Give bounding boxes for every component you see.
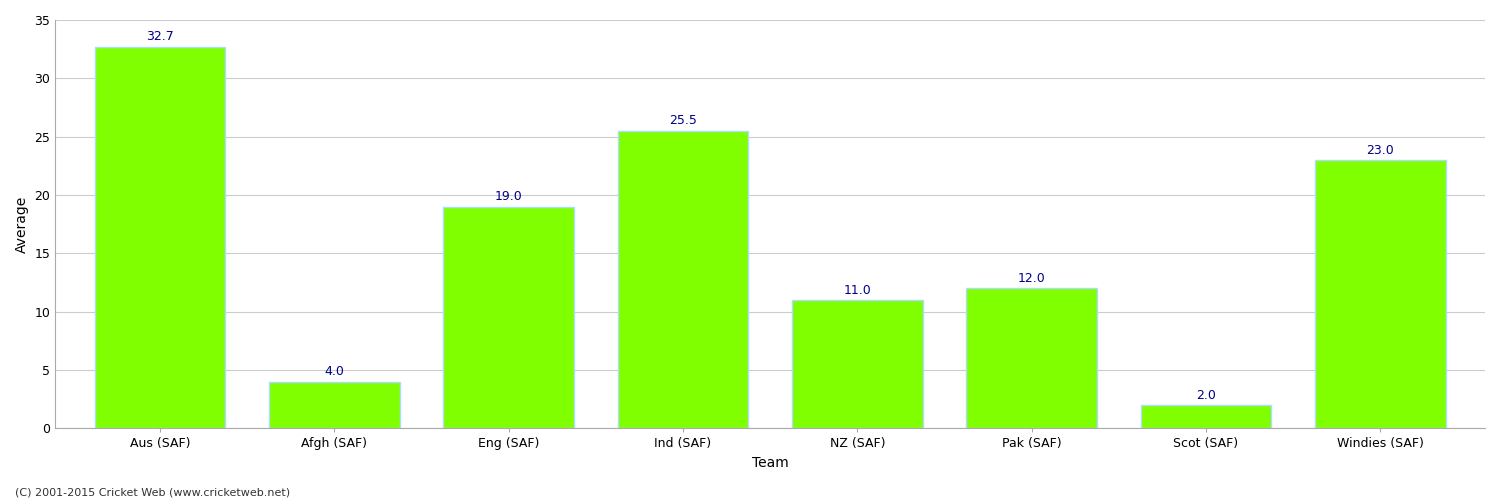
X-axis label: Team: Team bbox=[752, 456, 789, 470]
Text: 32.7: 32.7 bbox=[146, 30, 174, 44]
Text: 4.0: 4.0 bbox=[324, 365, 344, 378]
Text: 19.0: 19.0 bbox=[495, 190, 522, 203]
Bar bbox=[442, 206, 574, 428]
Text: 12.0: 12.0 bbox=[1019, 272, 1046, 285]
Text: 2.0: 2.0 bbox=[1196, 388, 1216, 402]
Text: 25.5: 25.5 bbox=[669, 114, 698, 128]
Text: (C) 2001-2015 Cricket Web (www.cricketweb.net): (C) 2001-2015 Cricket Web (www.cricketwe… bbox=[15, 488, 290, 498]
Bar bbox=[94, 47, 225, 428]
Bar bbox=[792, 300, 922, 428]
Text: 23.0: 23.0 bbox=[1366, 144, 1395, 156]
Bar bbox=[966, 288, 1096, 428]
Text: 11.0: 11.0 bbox=[843, 284, 872, 296]
Bar bbox=[1316, 160, 1446, 428]
Bar bbox=[1140, 405, 1272, 428]
Y-axis label: Average: Average bbox=[15, 196, 28, 253]
Bar bbox=[268, 382, 399, 428]
Bar bbox=[618, 131, 748, 428]
